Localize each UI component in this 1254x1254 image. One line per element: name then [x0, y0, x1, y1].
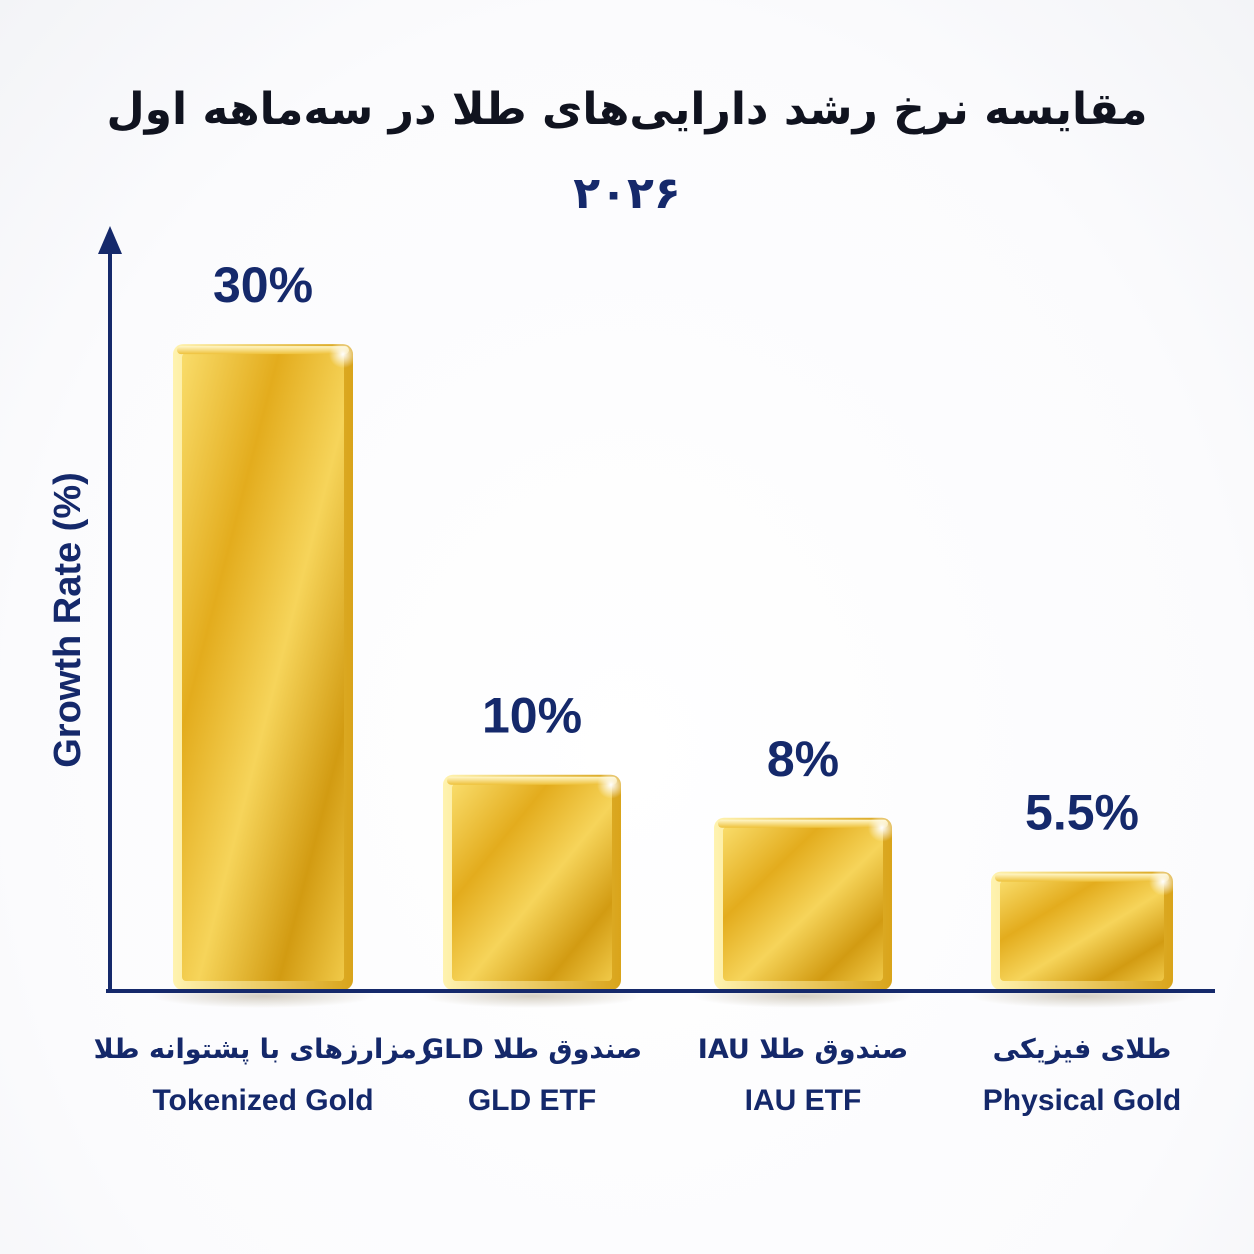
- category-label-fa: طلای فیزیکی: [993, 1034, 1172, 1065]
- data-label: 8%: [767, 731, 839, 787]
- bar-top-bevel: [995, 873, 1169, 882]
- category-label-fa: صندوق طلا IAU: [698, 1034, 908, 1065]
- bar-top-bevel: [177, 346, 349, 355]
- y-axis-arrow-icon: [98, 226, 122, 254]
- data-label: 10%: [482, 688, 582, 744]
- category-labels-layer: رمزارزهای با پشتوانه طلا Tokenized Gold صن…: [94, 1034, 1182, 1117]
- y-axis-label: Growth Rate (%): [47, 472, 89, 768]
- bars-layer: [151, 340, 1195, 1008]
- sparkle-icon: [597, 770, 625, 799]
- bar: [421, 770, 643, 1008]
- bar-face: [723, 826, 883, 981]
- category-label-en: IAU ETF: [745, 1084, 862, 1117]
- bar: [692, 813, 914, 1008]
- data-label: 30%: [213, 257, 313, 313]
- sparkle-icon: [868, 813, 896, 842]
- bar: [969, 867, 1195, 1008]
- sparkle-icon: [329, 340, 357, 369]
- bar: [151, 340, 375, 1008]
- bar-face: [452, 783, 612, 981]
- bar-top-bevel: [447, 776, 617, 785]
- category-label-fa: رمزارزهای با پشتوانه طلا: [94, 1034, 433, 1065]
- chart-title: مقایسه نرخ رشد دارایی‌های طلا در سه‌ماهه…: [60, 68, 1194, 236]
- category-label-en: Physical Gold: [983, 1084, 1181, 1117]
- category-label-en: GLD ETF: [468, 1084, 596, 1117]
- bar-top-bevel: [718, 819, 888, 828]
- category-label-en: Tokenized Gold: [152, 1084, 373, 1117]
- bar-face: [182, 353, 344, 982]
- bar-face: [1000, 880, 1164, 981]
- title-text: مقایسه نرخ رشد دارایی‌های طلا در سه‌ماهه…: [106, 84, 1148, 135]
- category-label-fa: صندوق طلا GLD: [422, 1034, 642, 1065]
- title-year: ۲۰۲۶: [573, 168, 681, 219]
- sparkle-icon: [1149, 867, 1177, 896]
- value-labels-layer: 30% 10% 8% 5.5%: [213, 257, 1139, 840]
- data-label: 5.5%: [1025, 785, 1139, 841]
